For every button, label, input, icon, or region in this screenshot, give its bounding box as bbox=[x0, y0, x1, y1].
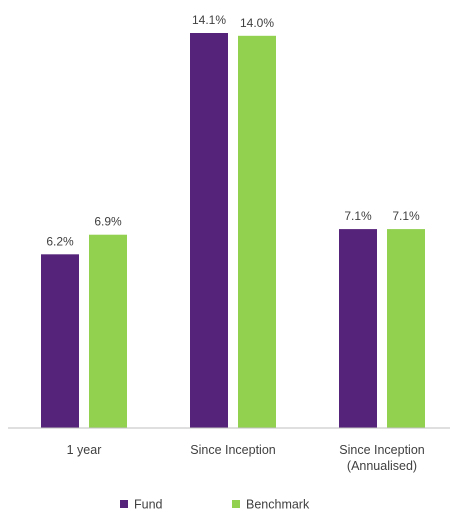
legend: Fund Benchmark bbox=[120, 498, 310, 512]
legend-swatch-fund bbox=[120, 500, 128, 508]
bar-benchmark-2 bbox=[387, 229, 425, 428]
data-label-fund-2: 7.1% bbox=[344, 209, 372, 223]
bar-fund-2 bbox=[339, 229, 377, 428]
data-label-fund-0: 6.2% bbox=[46, 234, 74, 248]
legend-swatch-benchmark bbox=[232, 500, 240, 508]
x-tick-label-2-0: Since Inception bbox=[339, 443, 425, 457]
data-label-benchmark-2: 7.1% bbox=[392, 209, 420, 223]
data-label-benchmark-1: 14.0% bbox=[240, 16, 274, 30]
data-label-fund-1: 14.1% bbox=[192, 13, 226, 27]
bar-benchmark-0 bbox=[89, 234, 127, 428]
data-labels-layer: 6.2% 6.9% 14.1% 14.0% 7.1% 7.1% bbox=[46, 13, 420, 248]
legend-label-benchmark: Benchmark bbox=[246, 498, 310, 512]
x-tick-label-1: Since Inception bbox=[190, 443, 276, 457]
legend-label-fund: Fund bbox=[134, 498, 163, 512]
bar-fund-0 bbox=[41, 254, 79, 428]
x-axis-ticks: 1 year Since Inception Since Inception (Ann… bbox=[67, 443, 425, 473]
bar-fund-1 bbox=[190, 33, 228, 428]
bars-layer bbox=[41, 33, 425, 428]
x-tick-label-2-1: (Annualised) bbox=[347, 459, 417, 473]
x-tick-label-0: 1 year bbox=[67, 443, 102, 457]
data-label-benchmark-0: 6.9% bbox=[94, 215, 122, 229]
bar-benchmark-1 bbox=[238, 35, 276, 428]
